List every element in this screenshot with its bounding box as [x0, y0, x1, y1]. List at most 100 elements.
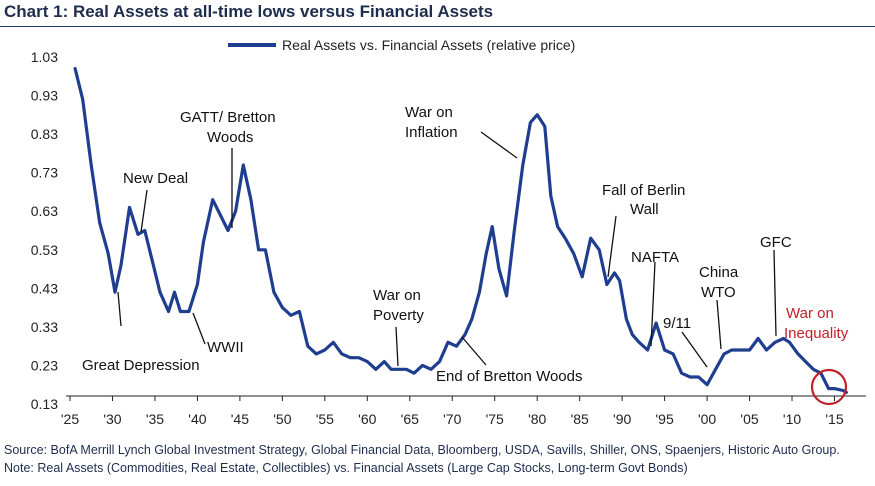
data-point — [773, 341, 777, 344]
leader-great-depression — [117, 291, 122, 327]
data-point — [671, 352, 675, 356]
source-note: Source: BofA Merrill Lynch Global Invest… — [4, 443, 840, 475]
legend-label: Real Assets vs. Financial Assets (relati… — [282, 37, 575, 53]
data-point — [128, 206, 131, 209]
leader-china-wto — [716, 299, 722, 350]
data-point — [81, 98, 84, 101]
data-point — [264, 248, 267, 251]
data-point — [366, 360, 369, 363]
series-line — [73, 67, 848, 394]
x-tick-label: '85 — [571, 411, 589, 427]
highlight-circle — [810, 368, 848, 406]
data-point — [323, 348, 326, 352]
data-point — [257, 248, 260, 251]
data-point — [714, 368, 717, 371]
annotation-gatt-line2: Woods — [207, 129, 253, 146]
leader-nafta — [650, 261, 656, 347]
data-point — [202, 240, 205, 244]
data-point — [663, 348, 666, 352]
series-points — [73, 67, 848, 394]
data-point — [497, 267, 501, 271]
chart-title: Chart 1: Real Assets at all-time lows ve… — [4, 2, 494, 21]
annotation-wwii: WWII — [207, 339, 244, 356]
data-point — [113, 291, 117, 294]
x-tick-label: '25 — [61, 411, 79, 427]
data-point — [107, 252, 110, 255]
y-tick-label: 0.93 — [31, 88, 58, 104]
data-point — [242, 163, 245, 167]
leader-911 — [681, 331, 708, 368]
data-point — [151, 260, 154, 263]
data-point — [521, 163, 524, 167]
data-point — [841, 389, 845, 392]
data-point — [234, 210, 237, 213]
data-point — [804, 360, 807, 363]
data-point — [196, 283, 199, 286]
data-point — [374, 368, 377, 371]
data-point — [119, 264, 123, 267]
x-tick-label: '70 — [443, 411, 461, 427]
data-point — [529, 121, 532, 124]
data-point — [654, 321, 658, 325]
y-tick-label: 0.53 — [31, 242, 58, 258]
data-point — [730, 348, 733, 352]
data-point — [505, 294, 508, 298]
data-point — [756, 337, 760, 340]
data-point — [637, 341, 641, 344]
data-point — [272, 291, 276, 294]
x-tick-label: '35 — [146, 411, 164, 427]
data-point — [158, 291, 162, 294]
data-point — [306, 345, 309, 348]
data-point — [796, 352, 800, 356]
data-point — [613, 271, 616, 275]
data-point — [226, 229, 230, 232]
data-point — [625, 318, 628, 321]
x-tick-label: '80 — [528, 411, 546, 427]
data-point — [581, 275, 584, 278]
data-point — [389, 368, 393, 371]
data-point — [187, 310, 191, 313]
annotation-china-line2: WTO — [701, 284, 736, 301]
data-point — [73, 67, 77, 70]
data-point — [513, 229, 516, 232]
y-tick-label: 0.43 — [31, 280, 58, 296]
data-point — [412, 372, 416, 375]
annotation-poverty-line2: Poverty — [373, 307, 424, 324]
annotation-leaders — [117, 131, 777, 368]
x-tick-label: '90 — [613, 411, 631, 427]
data-point — [485, 252, 488, 255]
data-point — [549, 194, 552, 197]
x-tick-label: '45 — [231, 411, 249, 427]
data-point — [543, 125, 546, 128]
data-point — [340, 352, 343, 356]
data-point — [289, 314, 293, 317]
leader-gfc — [773, 249, 777, 337]
data-point — [705, 383, 709, 386]
annotation-berlin-line1: Fall of Berlin — [602, 182, 685, 199]
annotation-gatt-line1: GATT/ Bretton — [180, 109, 276, 126]
data-point — [98, 221, 101, 224]
data-point — [167, 310, 170, 313]
leader-war-on-inflation — [480, 131, 518, 159]
data-point — [136, 233, 140, 236]
data-point — [478, 291, 481, 294]
data-point — [298, 310, 301, 313]
x-tick-label: '65 — [401, 411, 419, 427]
data-point — [697, 375, 700, 379]
y-tick-label: 0.63 — [31, 203, 58, 219]
data-point — [397, 368, 400, 371]
y-tick-label: 0.13 — [31, 396, 58, 412]
y-tick-label: 0.83 — [31, 126, 58, 142]
data-point — [383, 360, 386, 363]
data-point — [765, 348, 768, 352]
data-point — [631, 333, 634, 336]
data-point — [438, 360, 441, 363]
x-tick-label: '55 — [316, 411, 334, 427]
annotation-bretton-end: End of Bretton Woods — [436, 368, 582, 385]
data-point — [249, 198, 253, 201]
data-point — [688, 375, 692, 379]
legend: Real Assets vs. Financial Assets (relati… — [228, 37, 575, 53]
data-point — [143, 229, 146, 232]
data-point — [332, 341, 335, 344]
